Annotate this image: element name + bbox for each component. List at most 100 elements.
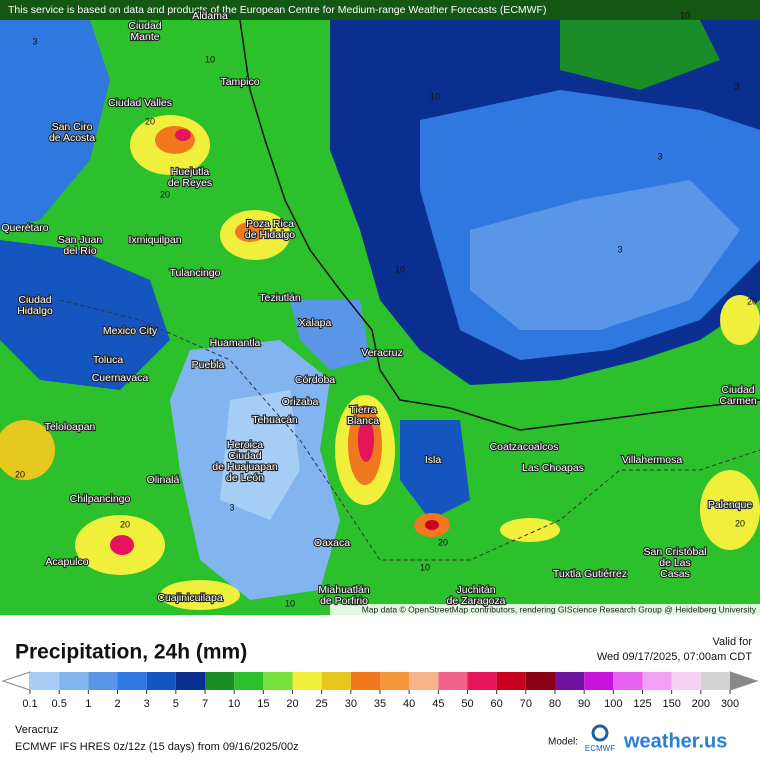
colorbar-tick-label: 7	[202, 698, 208, 710]
city-label: San Juan	[58, 234, 103, 246]
state-border	[59, 299, 760, 561]
colorbar-tick-label: 2	[114, 698, 120, 710]
city-label: Tampico	[220, 76, 259, 88]
city-label: Ciudad	[18, 294, 51, 306]
colorbar-box	[263, 672, 293, 690]
city-label: de Huajuapan	[212, 461, 278, 473]
rain-orange	[155, 126, 195, 154]
ecmwf-icon	[591, 724, 609, 742]
isla-blue	[400, 420, 470, 520]
colorbar-tick-label: 80	[549, 698, 561, 710]
rain-yellow	[700, 470, 760, 550]
contour-label: 20	[160, 189, 170, 199]
city-label: Acapulco	[45, 556, 88, 568]
city-label: Villahermosa	[622, 454, 683, 466]
city-label: Ciudad Valles	[108, 97, 172, 109]
west-blue	[0, 20, 110, 230]
city-label: Coatzacoalcos	[490, 441, 559, 453]
city-label: Oaxaca	[314, 537, 350, 549]
city-label: Xalapa	[299, 317, 332, 329]
colorbar-tick-label: 20	[286, 698, 298, 710]
colorbar-tick-label: 25	[316, 698, 328, 710]
city-label: Teloloapan	[45, 421, 96, 433]
central-blue	[0, 240, 170, 390]
coastline	[239, 19, 760, 431]
rain-orange	[235, 222, 265, 242]
city-label: Poza Rica	[246, 218, 294, 230]
contour-label: 20	[120, 519, 130, 529]
city-label: Casas	[660, 568, 690, 580]
colorbar-tick-label: 100	[604, 698, 622, 710]
city-label: Tulancingo	[170, 267, 221, 279]
city-label: Huejutla	[171, 166, 210, 178]
contour-label: 10	[205, 54, 215, 64]
colorbar-tick-label: 60	[491, 698, 503, 710]
contour-label: 10	[285, 598, 295, 608]
map: This service is based on data and produc…	[0, 0, 760, 615]
brand: weather.us	[623, 730, 727, 752]
colorbar-tick-label: 15	[257, 698, 269, 710]
city-label: Tuxtla Gutiérrez	[553, 568, 627, 580]
contour-label: 20	[145, 116, 155, 126]
contour-label: 3	[657, 151, 662, 161]
city-label: Carmen	[719, 395, 757, 407]
attribution: Map data © OpenStreetMap contributors, r…	[362, 604, 757, 614]
rain-red	[110, 535, 134, 555]
colorbar-box	[467, 672, 497, 690]
xalapa-blue	[290, 300, 370, 370]
city-label: Olinalá	[147, 474, 180, 486]
contour-label: 10	[680, 10, 690, 20]
colorbar-tick-label: 90	[578, 698, 590, 710]
notice-band	[0, 0, 760, 20]
city-label: Mexico City	[103, 325, 158, 337]
city-label: Isla	[425, 454, 442, 466]
city-label: San Cristóbal	[643, 546, 706, 558]
rain-yellow	[160, 580, 240, 610]
model-run: ECMWF IFS HRES 0z/12z (15 days) from 09/…	[15, 741, 299, 753]
city-label: Orizaba	[282, 396, 319, 408]
colorbar-box	[205, 672, 235, 690]
city-label: Chilpancingo	[70, 493, 131, 505]
city-label: Cuajinicuilapa	[157, 592, 223, 604]
gulf-green	[560, 20, 720, 90]
rain-yellow	[500, 518, 560, 542]
colorbar-box	[59, 672, 89, 690]
colorbar-box	[438, 672, 468, 690]
colorbar-box	[525, 672, 555, 690]
city-label: Ixmiquilpan	[128, 234, 181, 246]
colorbar-box	[88, 672, 118, 690]
city-label: de Las	[659, 557, 691, 569]
colorbar-tick-label: 10	[228, 698, 240, 710]
notice: This service is based on data and produc…	[8, 4, 546, 16]
colorbar-tick-label: 30	[345, 698, 357, 710]
city-label: Blanca	[347, 415, 379, 427]
city-label: Palenque	[708, 499, 753, 511]
city-label: Ciudad	[128, 20, 161, 32]
city-label: Las Choapas	[522, 462, 584, 474]
colorbar-tick-label: 200	[692, 698, 710, 710]
rain-red	[425, 520, 439, 530]
city-label: de Porfirio	[320, 595, 368, 607]
city-label: Ciudad	[228, 450, 261, 462]
colorbar-arrow-high	[729, 671, 759, 691]
city-label: de Acosta	[49, 132, 95, 144]
ecmwf-logo: ECMWF	[585, 744, 615, 753]
contour-label: 20	[735, 518, 745, 528]
colorbar-box	[613, 672, 643, 690]
colorbar-box	[234, 672, 264, 690]
city-label: Puebla	[192, 359, 225, 371]
contour-label: 10	[420, 562, 430, 572]
colorbar-tick-label: 125	[633, 698, 651, 710]
contour-label: 3	[617, 244, 622, 254]
rain-red	[175, 129, 191, 141]
city-label: Tehuacán	[252, 414, 298, 426]
city-label: Miahuatlán	[318, 584, 370, 596]
city-label: Querétaro	[1, 222, 48, 234]
colorbar-tick-label: 5	[173, 698, 179, 710]
city-label: Huamantla	[210, 337, 261, 349]
colorbar-box	[321, 672, 351, 690]
colorbar-box	[700, 672, 730, 690]
colorbar-box	[30, 672, 60, 690]
city-label: Heroica	[227, 439, 263, 451]
